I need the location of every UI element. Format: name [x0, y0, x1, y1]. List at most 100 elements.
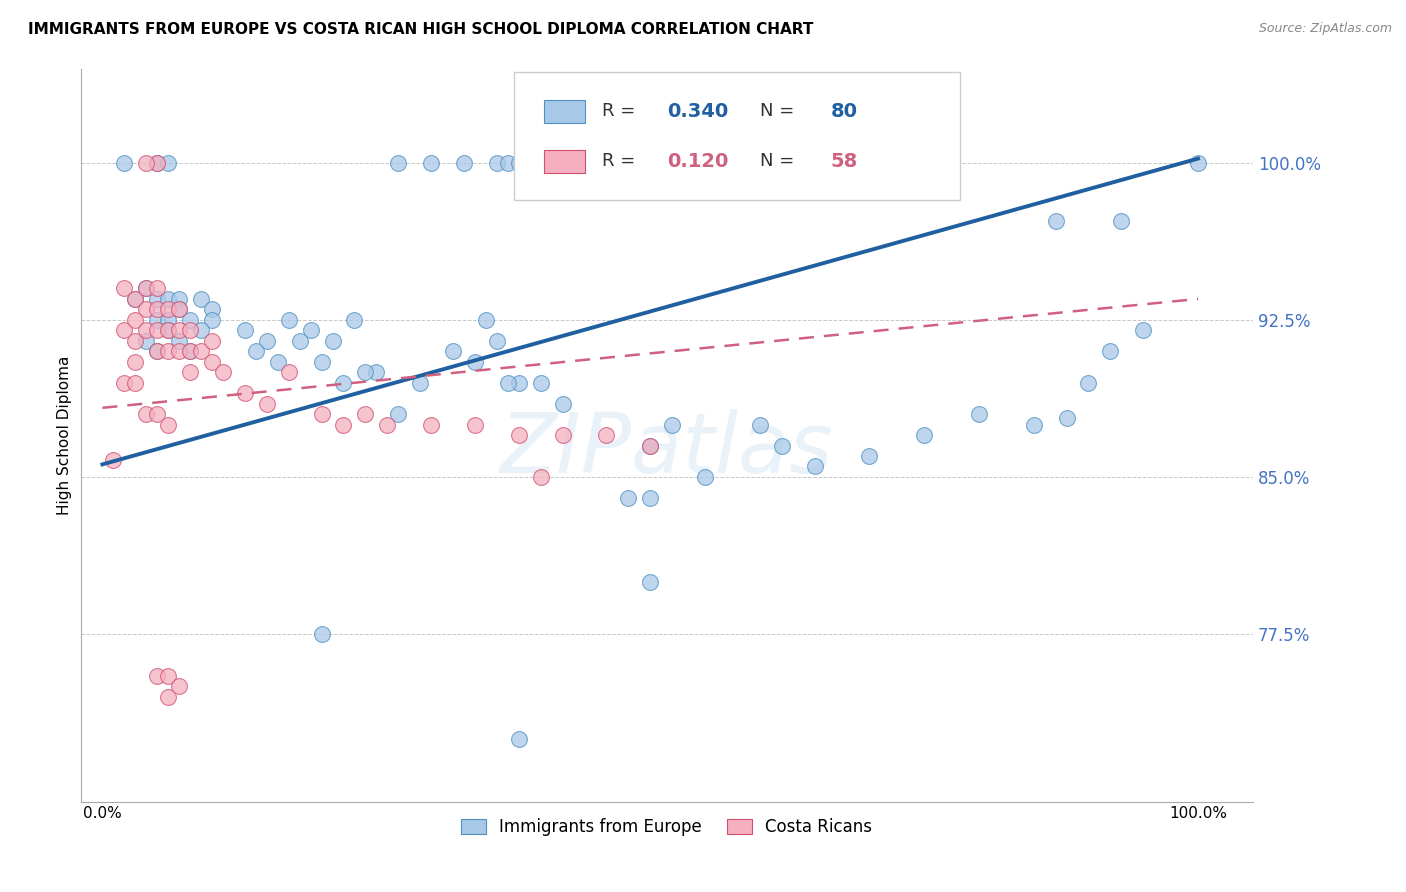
Point — [190, 323, 212, 337]
Point — [1045, 214, 1067, 228]
Point — [157, 417, 180, 432]
Point — [441, 344, 464, 359]
Point — [311, 627, 333, 641]
Point — [299, 323, 322, 337]
Point — [485, 334, 508, 348]
Point — [638, 491, 661, 505]
Text: N =: N = — [737, 103, 800, 120]
Point — [508, 376, 530, 390]
Point — [124, 292, 146, 306]
Point — [464, 355, 486, 369]
Point — [179, 313, 201, 327]
Point — [967, 407, 990, 421]
Point — [233, 386, 256, 401]
Point — [343, 313, 366, 327]
Point — [212, 365, 235, 379]
Point — [157, 302, 180, 317]
Point — [256, 397, 278, 411]
Point — [551, 428, 574, 442]
Point — [135, 302, 157, 317]
Point — [508, 155, 530, 169]
Point — [201, 313, 224, 327]
Point — [1077, 376, 1099, 390]
Point — [179, 344, 201, 359]
Point — [124, 313, 146, 327]
Point — [190, 292, 212, 306]
Point — [112, 323, 135, 337]
Point — [146, 155, 169, 169]
Point — [146, 281, 169, 295]
Point — [277, 313, 299, 327]
Point — [146, 407, 169, 421]
Point — [311, 407, 333, 421]
Point — [420, 155, 443, 169]
Point — [770, 438, 793, 452]
Point — [748, 417, 770, 432]
Point — [387, 407, 409, 421]
Point — [167, 302, 190, 317]
Point — [146, 344, 169, 359]
Point — [146, 313, 169, 327]
Point — [354, 365, 377, 379]
Text: IMMIGRANTS FROM EUROPE VS COSTA RICAN HIGH SCHOOL DIPLOMA CORRELATION CHART: IMMIGRANTS FROM EUROPE VS COSTA RICAN HI… — [28, 22, 814, 37]
Point — [693, 470, 716, 484]
Point — [112, 281, 135, 295]
Point — [638, 438, 661, 452]
Point — [267, 355, 290, 369]
Point — [135, 323, 157, 337]
Point — [409, 376, 432, 390]
Point — [167, 334, 190, 348]
Point — [661, 417, 683, 432]
Point — [595, 428, 617, 442]
Point — [135, 281, 157, 295]
Point — [912, 428, 935, 442]
Point — [387, 155, 409, 169]
Point — [496, 376, 519, 390]
Point — [354, 407, 377, 421]
Point — [1022, 417, 1045, 432]
FancyBboxPatch shape — [515, 72, 960, 201]
Point — [146, 155, 169, 169]
Point — [112, 155, 135, 169]
Legend: Immigrants from Europe, Costa Ricans: Immigrants from Europe, Costa Ricans — [453, 810, 880, 845]
Point — [135, 334, 157, 348]
Text: 58: 58 — [831, 152, 858, 171]
Point — [496, 155, 519, 169]
Point — [1187, 155, 1209, 169]
Text: 0.120: 0.120 — [666, 152, 728, 171]
Point — [135, 407, 157, 421]
Point — [332, 376, 354, 390]
Point — [858, 449, 880, 463]
Text: Source: ZipAtlas.com: Source: ZipAtlas.com — [1258, 22, 1392, 36]
Text: 80: 80 — [831, 102, 858, 120]
Point — [638, 438, 661, 452]
FancyBboxPatch shape — [544, 150, 585, 173]
Point — [146, 302, 169, 317]
Point — [167, 323, 190, 337]
Point — [157, 669, 180, 683]
Point — [530, 376, 553, 390]
Point — [146, 344, 169, 359]
Point — [256, 334, 278, 348]
Point — [167, 679, 190, 693]
Point — [288, 334, 311, 348]
FancyBboxPatch shape — [544, 100, 585, 123]
Point — [179, 365, 201, 379]
Point — [475, 313, 498, 327]
Point — [311, 355, 333, 369]
Point — [179, 344, 201, 359]
Point — [1111, 214, 1133, 228]
Point — [245, 344, 267, 359]
Point — [201, 355, 224, 369]
Point — [803, 459, 825, 474]
Point — [112, 376, 135, 390]
Point — [157, 323, 180, 337]
Point — [321, 334, 343, 348]
Point — [190, 344, 212, 359]
Point — [124, 355, 146, 369]
Point — [146, 669, 169, 683]
Point — [464, 417, 486, 432]
Point — [420, 417, 443, 432]
Point — [167, 344, 190, 359]
Point — [146, 292, 169, 306]
